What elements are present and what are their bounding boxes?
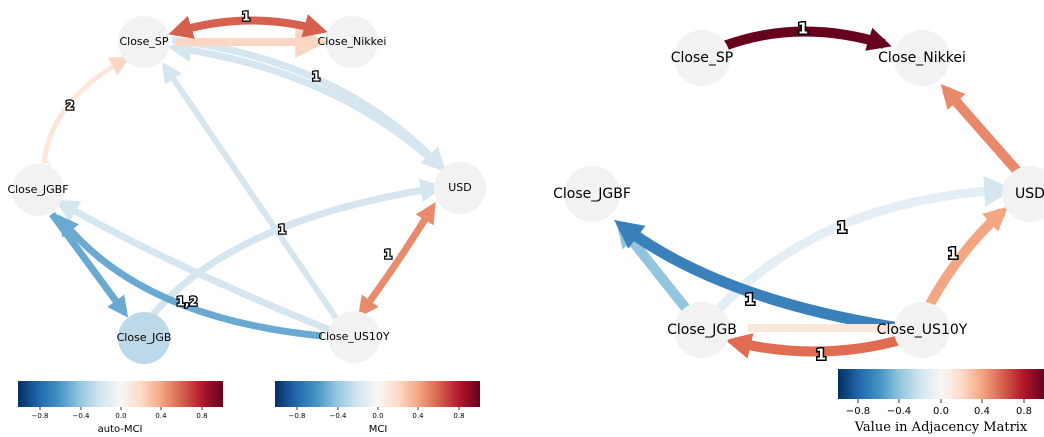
node-circle-nikkei xyxy=(326,16,378,68)
edge-label-jgb-usd: 1 xyxy=(278,223,286,237)
tick-auto-mci-4: 0.8 xyxy=(196,412,207,420)
edge-sp-nikkei xyxy=(168,14,328,39)
tick-auto-mci-2: 0.0 xyxy=(115,412,126,420)
tick-mci-0: −0.8 xyxy=(289,412,306,420)
tick-adjacency-4: 0.8 xyxy=(1016,406,1032,417)
tick-auto-mci-3: 0.4 xyxy=(155,412,167,420)
node-label-sp: Close_SP xyxy=(119,35,168,48)
node-circle-nikkei-r xyxy=(894,30,950,86)
node-circle-jgb xyxy=(118,312,170,364)
colorbar-mci-gradient xyxy=(275,381,480,407)
node-circle-usd-r xyxy=(1002,166,1044,222)
edge-label-usd-us10y: 1 xyxy=(384,248,392,262)
tick-auto-mci-1: −0.4 xyxy=(73,412,91,420)
colorbar-mci-title: MCI xyxy=(369,424,388,435)
colorbar-auto-mci-gradient xyxy=(18,381,223,407)
colorbar-auto-mci: −0.8 −0.4 0.0 0.4 0.8 auto-MCI xyxy=(18,381,223,435)
node-label-nikkei-r: Close_Nikkei xyxy=(878,50,966,66)
edge-label-us10y-usd-r: 1 xyxy=(948,245,958,263)
colorbar-adjacency-title: Value in Adjacency Matrix xyxy=(854,420,1028,435)
node-label-jgb-r: Close_JGB xyxy=(667,322,737,338)
colorbar-mci-ticks: −0.8 −0.4 0.0 0.4 0.8 xyxy=(289,407,465,420)
edge-label-sp-usd: 1 xyxy=(312,70,320,84)
edge-usd-to-sp xyxy=(167,38,435,163)
node-label-jgb: Close_JGB xyxy=(117,331,172,344)
edge-jgbf-to-sp xyxy=(41,56,131,163)
edge-jgb-to-usd xyxy=(147,178,445,321)
edge-us10y-to-usd-r xyxy=(925,206,1008,307)
tick-mci-1: −0.4 xyxy=(330,412,348,420)
right-edge-labels: 1 1 1 1 1 xyxy=(743,18,959,365)
edge-sp-to-nikkei-r xyxy=(722,26,892,51)
colorbar-adjacency-gradient xyxy=(838,369,1044,399)
right-graph: Close_SP Close_Nikkei Close_JGBF USD Clo… xyxy=(553,18,1044,365)
edge-us10y-to-sp xyxy=(161,62,339,320)
edge-label-sp-nikkei: 1 xyxy=(242,10,250,24)
left-edges xyxy=(41,14,446,340)
edge-label-jgbf-jgb: 1,2 xyxy=(176,295,197,309)
edge-sp-to-usd xyxy=(171,36,446,173)
left-nodes: Close_SP Close_Nikkei Close_JGBF USD Clo… xyxy=(7,16,486,364)
node-circle-sp xyxy=(118,16,170,68)
node-label-sp-r: Close_SP xyxy=(671,50,733,66)
node-label-jgbf-r: Close_JGBF xyxy=(553,186,631,202)
edge-us10y-to-jgbf-r xyxy=(614,220,901,334)
node-label-jgbf: Close_JGBF xyxy=(7,183,68,196)
edge-us10y-to-jgbf-light xyxy=(616,220,696,320)
edge-usd-to-nikkei-r xyxy=(940,83,1022,176)
colorbar-adjacency: −0.8 −0.4 0.0 0.4 0.8 Value in Adjacency… xyxy=(838,369,1044,435)
node-circle-us10y-r xyxy=(894,302,950,358)
node-label-usd: USD xyxy=(448,181,472,194)
edge-us10y-to-jgbf-strong xyxy=(57,214,323,340)
node-circle-jgbf xyxy=(12,164,64,216)
node-circle-sp-r xyxy=(674,30,730,86)
left-edge-labels: 1 2 1 1 1 1,2 xyxy=(65,8,394,310)
edge-label-us10y-jgb-r: 1 xyxy=(816,346,826,364)
tick-adjacency-0: −0.8 xyxy=(846,406,870,417)
edge-label-sp-nikkei-r: 1 xyxy=(798,20,808,38)
edge-us10y-to-jgbf xyxy=(54,199,332,334)
edge-usd-us10y xyxy=(357,202,436,318)
edge-jgbf-to-jgb xyxy=(49,211,129,318)
tick-mci-3: 0.4 xyxy=(412,412,424,420)
node-circle-us10y xyxy=(328,311,380,363)
right-nodes: Close_SP Close_Nikkei Close_JGBF USD Clo… xyxy=(553,30,1044,358)
colorbar-adjacency-ticks: −0.8 −0.4 0.0 0.4 0.8 xyxy=(846,399,1032,417)
colorbar-auto-mci-title: auto-MCI xyxy=(98,424,143,435)
edge-label-jgbf-sp: 2 xyxy=(66,99,74,113)
right-edges xyxy=(614,26,1022,359)
edge-label-jgb-usd-r: 1 xyxy=(837,219,847,237)
node-circle-jgbf-r xyxy=(564,166,620,222)
node-circle-jgb-r xyxy=(674,302,730,358)
tick-adjacency-2: 0.0 xyxy=(933,406,949,417)
tick-auto-mci-0: −0.8 xyxy=(32,412,49,420)
left-graph: Close_SP Close_Nikkei Close_JGBF USD Clo… xyxy=(7,8,486,364)
node-label-nikkei: Close_Nikkei xyxy=(318,35,387,48)
node-circle-usd xyxy=(434,162,486,214)
node-label-us10y: Close_US10Y xyxy=(318,330,389,343)
node-label-usd-r: USD xyxy=(1015,186,1044,202)
tick-mci-2: 0.0 xyxy=(372,412,383,420)
node-label-us10y-r: Close_US10Y xyxy=(877,322,968,338)
edge-us10y-to-jgb-r xyxy=(725,333,902,359)
colorbar-auto-mci-ticks: −0.8 −0.4 0.0 0.4 0.8 xyxy=(32,407,208,420)
tick-mci-4: 0.8 xyxy=(453,412,464,420)
tick-adjacency-3: 0.4 xyxy=(974,406,990,417)
edge-label-us10y-jgbf-r: 1 xyxy=(745,291,755,309)
colorbar-mci: −0.8 −0.4 0.0 0.4 0.8 MCI xyxy=(275,381,480,435)
tick-adjacency-1: −0.4 xyxy=(887,406,911,417)
